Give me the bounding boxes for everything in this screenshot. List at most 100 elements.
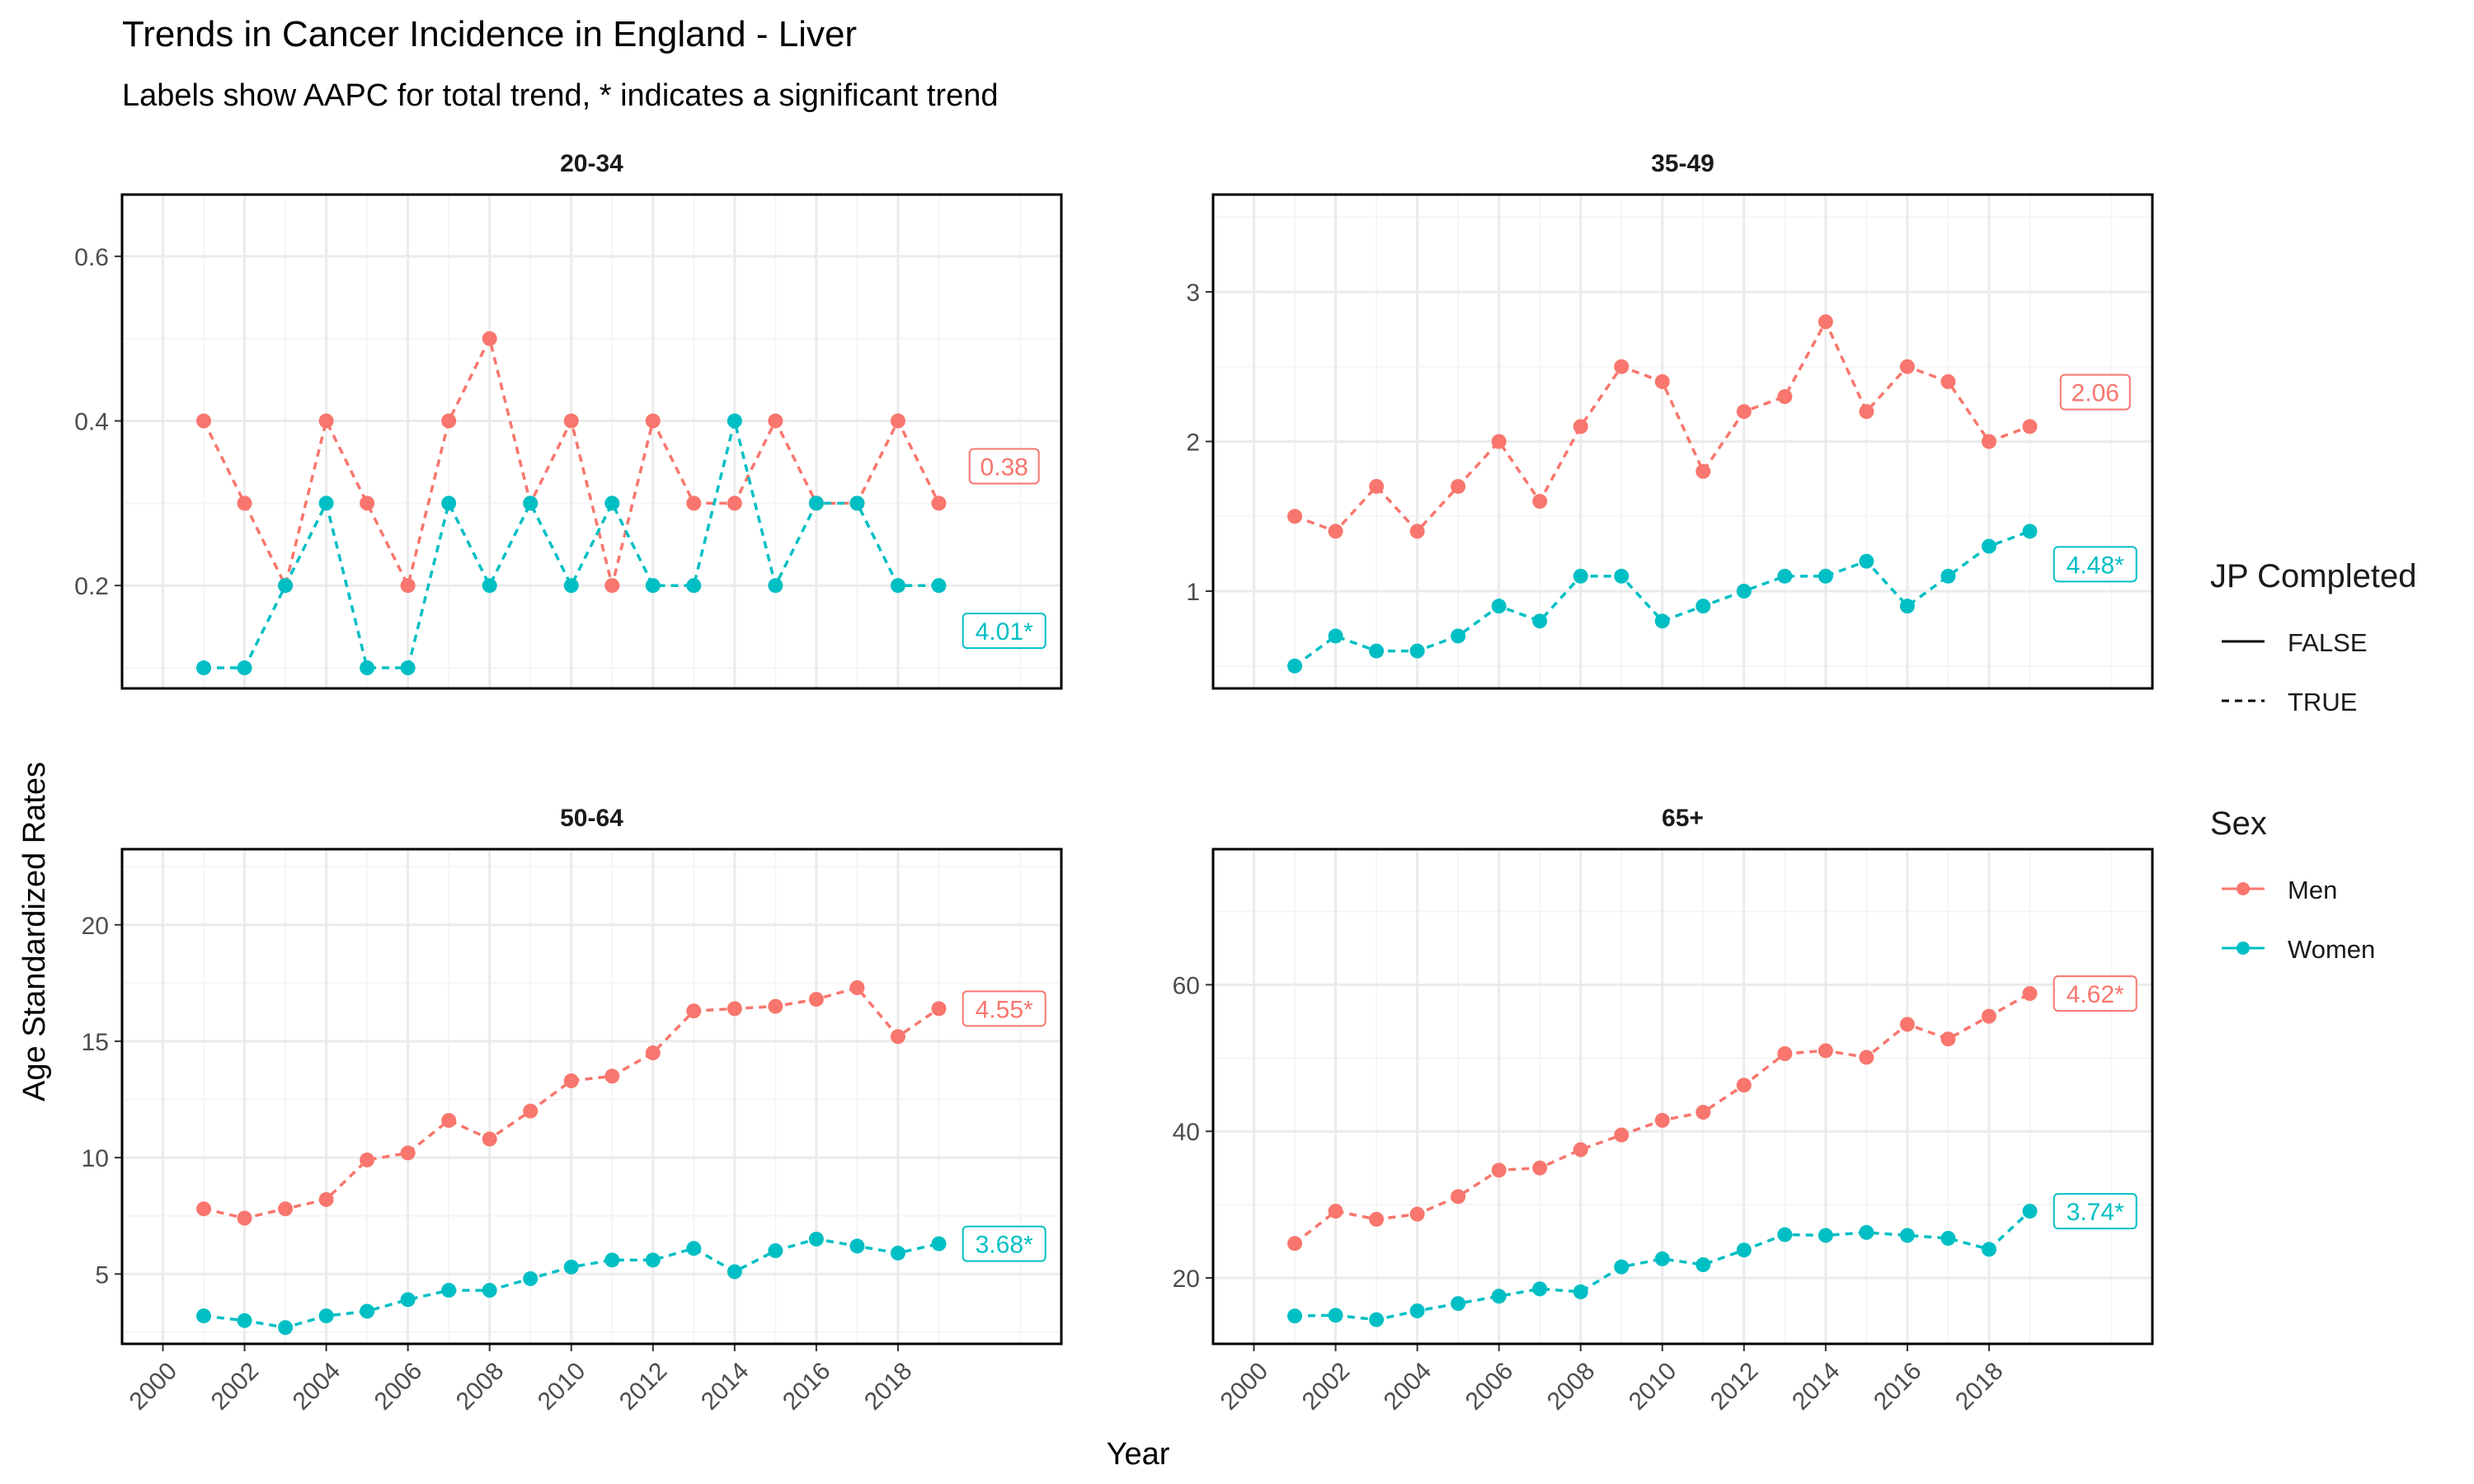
- legend-label-women: Women: [2288, 935, 2375, 964]
- data-point-men: [890, 1029, 905, 1045]
- data-point-women: [645, 1252, 661, 1268]
- data-point-women: [237, 1313, 252, 1328]
- data-point-women: [808, 1231, 824, 1247]
- data-point-women: [1777, 1227, 1793, 1242]
- data-point-women: [196, 1308, 212, 1324]
- data-point-women: [1328, 1308, 1343, 1323]
- data-point-women: [1532, 1281, 1548, 1297]
- panel-border: [1211, 193, 2154, 690]
- data-point-women: [1981, 1242, 1997, 1257]
- data-point-men: [645, 1045, 661, 1061]
- data-point-men: [1940, 1031, 1956, 1047]
- facet-title-35-49: 35-49: [1651, 150, 1714, 177]
- data-point-men: [1654, 1112, 1670, 1128]
- aapc-label-women: 4.48*: [2067, 552, 2124, 579]
- data-point-women: [1696, 599, 1711, 614]
- data-point-women: [1899, 1228, 1915, 1243]
- data-point-women: [931, 1236, 947, 1252]
- data-point-men: [1899, 1017, 1915, 1032]
- data-point-women: [727, 413, 742, 429]
- data-point-women: [563, 578, 579, 594]
- data-point-men: [727, 1001, 742, 1017]
- data-point-women: [523, 495, 539, 511]
- data-point-men: [1369, 478, 1385, 494]
- facet-title-20-34: 20-34: [560, 150, 623, 177]
- y-tick-label: 5: [95, 1261, 109, 1289]
- y-tick-label: 1: [1186, 579, 1200, 606]
- data-point-women: [645, 578, 661, 594]
- y-tick-label: 20: [1173, 1266, 1200, 1293]
- data-point-women: [604, 495, 620, 511]
- data-point-men: [318, 1191, 334, 1207]
- data-point-men: [1981, 434, 1997, 449]
- data-point-women: [360, 660, 375, 676]
- data-point-women: [1859, 1224, 1874, 1240]
- data-point-women: [1369, 1312, 1385, 1327]
- data-point-men: [441, 413, 457, 429]
- data-point-men: [1614, 1127, 1630, 1143]
- data-point-men: [768, 413, 783, 429]
- data-point-women: [2022, 1204, 2038, 1219]
- data-point-women: [1940, 568, 1956, 584]
- legend-label-false: FALSE: [2288, 628, 2368, 657]
- aapc-label-men: 4.55*: [976, 996, 1033, 1023]
- aapc-label-box-women: [2053, 546, 2138, 583]
- panel-border: [1211, 848, 2154, 1345]
- data-point-women: [1287, 1308, 1303, 1324]
- data-point-men: [1818, 314, 1833, 330]
- data-point-women: [1940, 1231, 1956, 1246]
- data-point-men: [1532, 494, 1548, 510]
- data-point-women: [563, 1259, 579, 1275]
- data-point-women: [360, 1303, 375, 1319]
- data-point-women: [1573, 1284, 1588, 1299]
- data-point-men: [2022, 419, 2038, 434]
- y-axis-label: Age Standardized Rates: [17, 762, 52, 1101]
- data-point-women: [1777, 568, 1793, 584]
- data-point-men: [808, 992, 824, 1007]
- data-point-women: [1859, 553, 1874, 569]
- facet-panel-20-34: 20-34 0.2 0.4 0.6 0.38 4.01*: [74, 150, 1063, 690]
- data-point-women: [1818, 568, 1833, 584]
- aapc-label-box-men: [2059, 373, 2131, 411]
- y-tick-label: 2: [1186, 430, 1200, 457]
- legend-key-point-women: [2236, 942, 2250, 955]
- data-point-men: [1328, 524, 1343, 539]
- data-point-women: [1696, 1257, 1711, 1272]
- data-point-men: [686, 1003, 702, 1019]
- data-point-men: [1654, 373, 1670, 389]
- chart-subtitle: Labels show AAPC for total trend, * indi…: [122, 78, 998, 113]
- data-point-women: [1287, 658, 1303, 674]
- data-point-men: [604, 1068, 620, 1084]
- data-point-women: [604, 1252, 620, 1268]
- data-point-women: [482, 1283, 497, 1298]
- data-point-men: [1328, 1204, 1343, 1219]
- data-point-women: [1614, 568, 1630, 584]
- legend-title-jp-completed: JP Completed: [2210, 558, 2417, 594]
- y-tick-label: 0.6: [74, 244, 109, 271]
- data-point-women: [686, 1241, 702, 1256]
- data-point-women: [768, 1243, 783, 1259]
- data-point-men: [645, 413, 661, 429]
- y-tick-label: 60: [1173, 972, 1200, 999]
- y-tick-label: 0.4: [74, 409, 109, 436]
- data-point-women: [1654, 1251, 1670, 1266]
- data-point-women: [808, 495, 824, 511]
- y-tick-label: 20: [82, 913, 109, 940]
- data-point-men: [1777, 389, 1793, 405]
- aapc-label-men: 4.62*: [2067, 981, 2124, 1008]
- data-point-men: [1409, 1206, 1425, 1222]
- data-point-men: [360, 1152, 375, 1167]
- data-point-women: [523, 1270, 539, 1286]
- data-point-women: [768, 578, 783, 594]
- data-point-women: [1654, 613, 1670, 629]
- data-point-men: [482, 1131, 497, 1147]
- panel-border: [120, 848, 1063, 1345]
- data-point-women: [318, 1308, 334, 1324]
- data-point-men: [1859, 404, 1874, 420]
- y-tick-label: 10: [82, 1145, 109, 1172]
- data-point-men: [849, 980, 865, 995]
- chart-title: Trends in Cancer Incidence in England - …: [122, 14, 857, 54]
- aapc-label-box-men: [962, 990, 1047, 1027]
